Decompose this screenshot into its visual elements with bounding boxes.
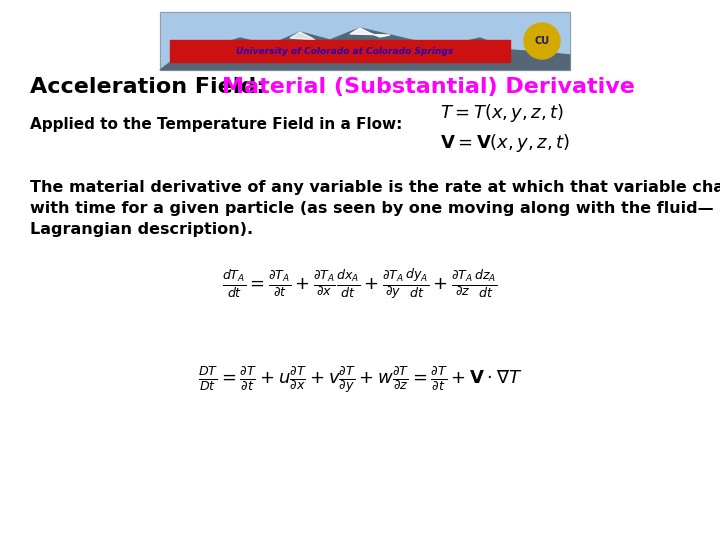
- Polygon shape: [160, 28, 570, 70]
- Text: Acceleration Field:: Acceleration Field:: [30, 77, 273, 97]
- Text: $\mathbf{V} = \mathbf{V}(x, y, z, t)$: $\mathbf{V} = \mathbf{V}(x, y, z, t)$: [440, 132, 570, 154]
- Bar: [160, 12, 570, 70]
- Text: $T = T(x, y, z, t)$: $T = T(x, y, z, t)$: [440, 102, 564, 124]
- Text: CU: CU: [534, 36, 549, 46]
- Polygon shape: [290, 32, 315, 40]
- Bar: [160, 12, 570, 70]
- Text: $\frac{dT_A}{dt} = \frac{\partial T_A}{\partial t} + \frac{\partial T_A}{\partia: $\frac{dT_A}{dt} = \frac{\partial T_A}{\…: [222, 268, 498, 302]
- Text: University of Colorado at Colorado Springs: University of Colorado at Colorado Sprin…: [236, 46, 454, 56]
- Text: Material (Substantial) Derivative: Material (Substantial) Derivative: [222, 77, 635, 97]
- Text: $\frac{DT}{Dt} = \frac{\partial T}{\partial t} + u\frac{\partial T}{\partial x} : $\frac{DT}{Dt} = \frac{\partial T}{\part…: [198, 364, 522, 395]
- Circle shape: [524, 23, 560, 59]
- Bar: [170, 40, 510, 62]
- Text: Applied to the Temperature Field in a Flow:: Applied to the Temperature Field in a Fl…: [30, 118, 402, 132]
- Text: The material derivative of any variable is the rate at which that variable chang: The material derivative of any variable …: [30, 180, 720, 237]
- Polygon shape: [350, 28, 390, 37]
